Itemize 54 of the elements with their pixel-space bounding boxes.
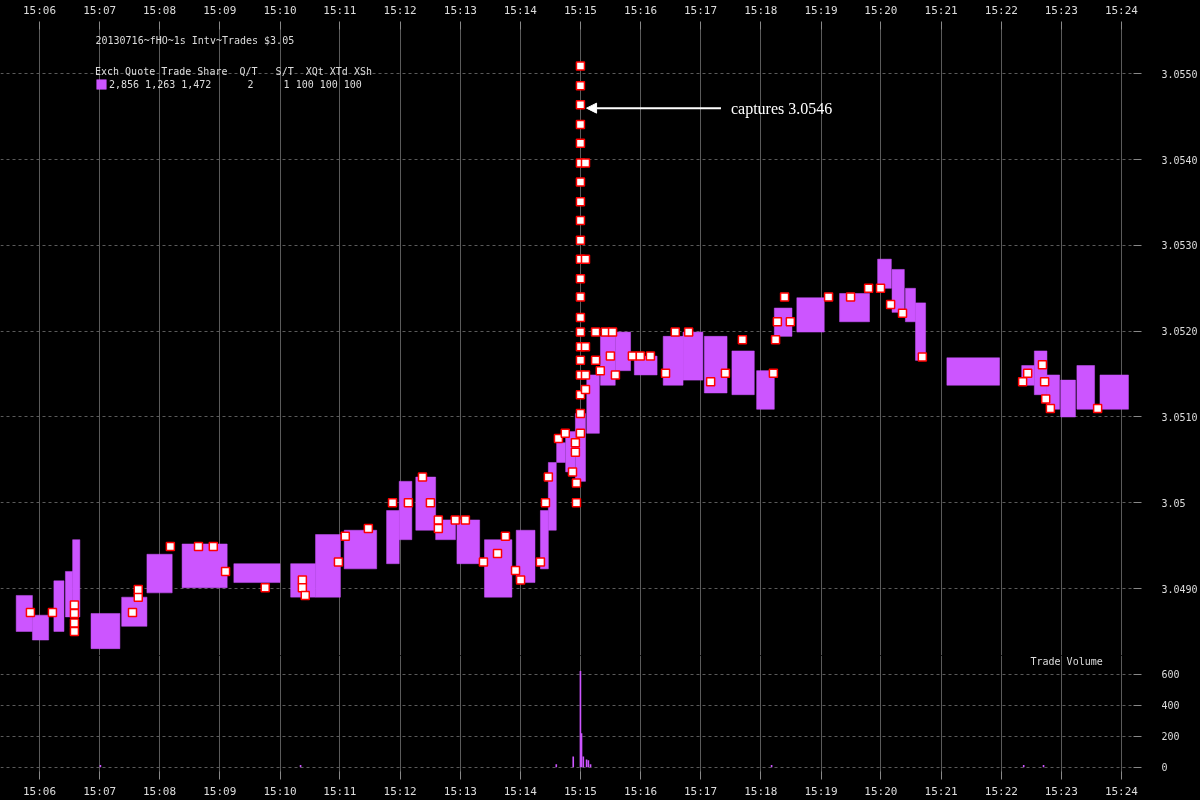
- x-tick-label: 15:10: [263, 784, 297, 798]
- y-tick-label: 3.05: [1161, 497, 1186, 509]
- y-tick-label: 3.0550: [1161, 68, 1198, 80]
- x-tick-label: 15:24: [1104, 3, 1139, 17]
- x-tick-label: 15:22: [984, 784, 1018, 798]
- x-tick-label: 15:14: [503, 784, 538, 798]
- x-tick-label: 15:23: [1044, 3, 1078, 17]
- x-tick-label: 15:16: [624, 784, 658, 798]
- x-tick-label: 15:11: [323, 3, 357, 17]
- x-tick-label: 15:12: [383, 784, 417, 798]
- x-tick-label: 15:21: [924, 784, 958, 798]
- x-tick-label: 15:08: [143, 784, 177, 798]
- x-tick-label: 15:19: [804, 784, 838, 798]
- x-tick-label: 15:20: [864, 3, 898, 17]
- x-tick-label: 15:13: [443, 3, 477, 17]
- x-tick-label: 15:13: [443, 784, 477, 798]
- x-tick-label: 15:09: [203, 3, 237, 17]
- y-tick-label: 200: [1161, 731, 1180, 743]
- x-tick-label: 15:06: [22, 3, 57, 17]
- x-tick-label: 15:12: [383, 3, 417, 17]
- x-tick-label: 15:10: [263, 3, 297, 17]
- y-tick-label: 3.0510: [1161, 412, 1198, 423]
- legend-title: Exch Quote Trade Share Q/T S/T XQt XTd XSh: [95, 66, 372, 77]
- x-tick-label: 15:06: [22, 784, 57, 798]
- y-tick-label: 3.0540: [1161, 154, 1198, 166]
- x-tick-label: 15:20: [864, 784, 898, 798]
- chart-title: Trade Volume: [1030, 655, 1103, 667]
- legend-label: 2,856 1,263 1,472 2 1 100 100 100: [109, 78, 362, 90]
- x-tick-label: 15:16: [624, 3, 658, 17]
- y-tick-label: 400: [1161, 700, 1180, 712]
- y-tick-label: 3.0530: [1161, 240, 1198, 252]
- x-tick-label: 15:14: [503, 3, 538, 17]
- y-tick-label: 3.0520: [1161, 326, 1198, 338]
- x-tick-label: 15:21: [924, 3, 958, 17]
- text: 20130716~fHO~1s Intv~Trades $3.05: [95, 34, 295, 46]
- y-tick-label: 0: [1161, 762, 1168, 774]
- x-tick-label: 15:17: [683, 3, 718, 17]
- x-tick-label: 15:15: [563, 3, 598, 17]
- x-tick-label: 15:22: [984, 3, 1018, 17]
- x-tick-label: 15:07: [83, 784, 117, 798]
- x-tick-label: 15:23: [1044, 784, 1078, 798]
- x-tick-label: 15:24: [1104, 784, 1139, 798]
- x-tick-label: 15:08: [143, 3, 177, 17]
- x-tick-label: 15:17: [683, 784, 718, 798]
- y-tick-label: 600: [1161, 669, 1180, 681]
- x-tick-label: 15:07: [83, 3, 117, 17]
- x-tick-label: 15:15: [563, 784, 598, 798]
- x-tick-label: 15:18: [744, 784, 778, 798]
- x-tick-label: 15:19: [804, 3, 838, 17]
- x-tick-label: 15:09: [203, 784, 237, 798]
- x-tick-label: 15:18: [744, 3, 778, 17]
- annotation: captures 3.0546: [730, 99, 833, 118]
- x-tick-label: 15:11: [323, 784, 357, 798]
- y-tick-label: 3.0490: [1161, 583, 1198, 595]
